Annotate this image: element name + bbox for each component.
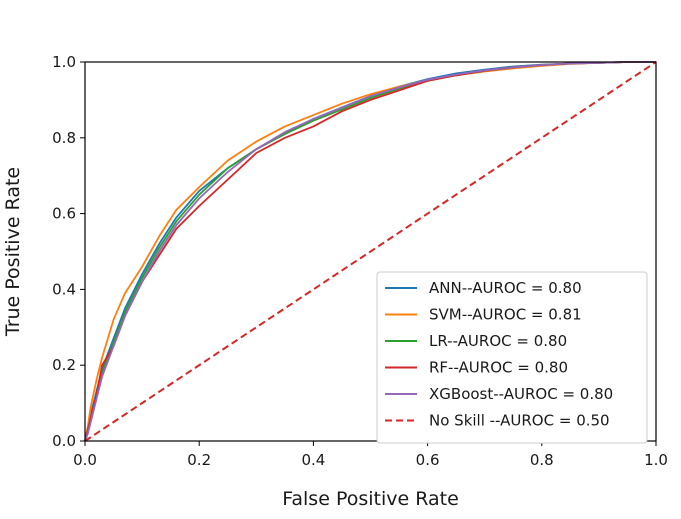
legend: ANN--AUROC = 0.80 SVM--AUROC = 0.81 LR--AU… [376,271,648,444]
x-axis-title: False Positive Rate [282,488,459,510]
y-axis-title: True Positive Rate [2,167,24,337]
plot-frame [84,61,657,442]
x-tick-label: 0.0 [73,451,97,469]
y-tick-label: 0.6 [52,205,76,223]
y-tick-label: 0.0 [52,432,76,450]
x-tick-label: 0.4 [301,451,325,469]
y-tick-label: 0.4 [52,280,76,298]
x-tick-label: 1.0 [644,451,668,469]
x-tick-label: 0.6 [416,451,440,469]
x-tick-label: 0.2 [187,451,211,469]
y-tick-label: 1.0 [52,53,76,71]
series-line-5 [84,61,657,442]
series-line-4 [84,61,656,442]
legend-label-5: No Skill --AUROC = 0.50 [429,412,610,430]
y-tick-label: 0.8 [52,129,76,147]
legend-label-2: LR--AUROC = 0.80 [429,332,567,350]
x-tick-label: 0.8 [530,451,554,469]
ticks-layer: 0.0 0.2 0.4 0.6 0.8 1.0 0.0 0.2 0.4 0.6 0.8 1.0 [52,53,668,469]
legend-box [376,271,648,444]
y-tick-label: 0.2 [52,356,76,374]
legend-label-3: RF--AUROC = 0.80 [429,359,568,377]
series-layer [84,61,657,442]
legend-label-0: ANN--AUROC = 0.80 [429,279,582,297]
legend-label-1: SVM--AUROC = 0.81 [429,306,582,324]
legend-label-4: XGBoost--AUROC = 0.80 [429,385,613,403]
